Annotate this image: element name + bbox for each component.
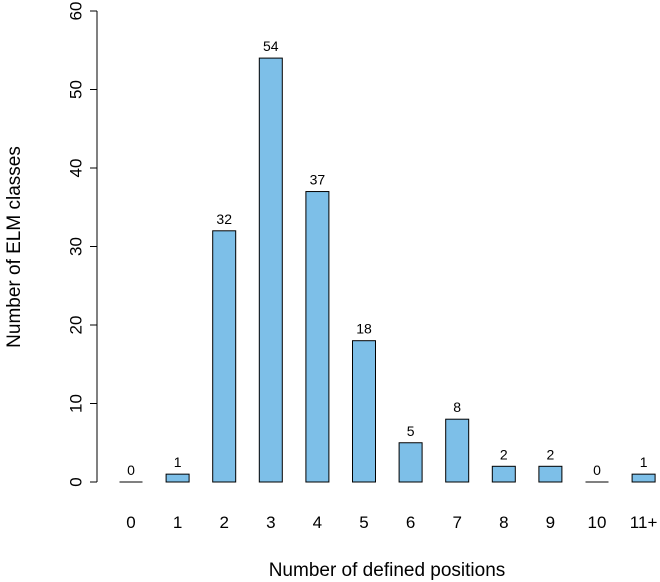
y-tick-label: 40 [67,159,86,178]
bar-value-label: 1 [174,454,182,470]
bar [165,473,190,483]
x-tick-label: 4 [313,513,322,532]
y-tick-label: 50 [67,80,86,99]
x-tick-label: 7 [452,513,461,532]
bar-value-label: 8 [453,399,461,415]
x-axis-title: Number of defined positions [269,560,506,581]
bar [445,418,470,483]
x-tick-label: 10 [588,513,607,532]
bar [258,57,283,483]
bar-value-label: 37 [310,172,326,188]
bar-value-label: 1 [640,454,648,470]
x-tick-label: 6 [406,513,415,532]
bar-value-label: 2 [500,446,508,462]
bar-value-labels: 0 1 32 54 37 18 5 8 2 2 0 1 [127,38,648,478]
x-tick-label: 9 [546,513,555,532]
x-tick-label: 1 [173,513,182,532]
bar [491,465,516,483]
bar [398,442,423,483]
bar [305,191,330,483]
x-tick-label: 3 [266,513,275,532]
y-tick-label: 10 [67,394,86,413]
bar-value-label: 0 [593,462,601,478]
y-tick-label: 20 [67,316,86,335]
x-tick-label: 5 [359,513,368,532]
y-tick-label: 0 [67,477,86,486]
bar-value-label: 54 [263,38,279,54]
y-tick-label: 60 [67,2,86,21]
x-tick-label: 8 [499,513,508,532]
bar-value-label: 5 [407,423,415,439]
bar-value-label: 18 [356,321,372,337]
y-axis-title: Number of ELM classes [4,146,25,348]
x-tick-label: 2 [219,513,228,532]
bar-value-label: 32 [216,211,232,227]
bar [538,465,563,483]
bar [212,230,237,483]
y-axis: 0 10 20 30 40 50 60 [67,2,98,487]
y-tick-label: 30 [67,237,86,256]
bar-value-label: 2 [547,446,555,462]
bars [119,57,656,483]
bar [352,340,376,483]
x-tick-label: 0 [126,513,135,532]
bar [631,473,656,483]
x-tick-label: 11+ [630,513,658,532]
x-tick-labels: 0 1 2 3 4 5 6 7 8 9 10 11+ [126,513,657,532]
bar-value-label: 0 [127,462,135,478]
